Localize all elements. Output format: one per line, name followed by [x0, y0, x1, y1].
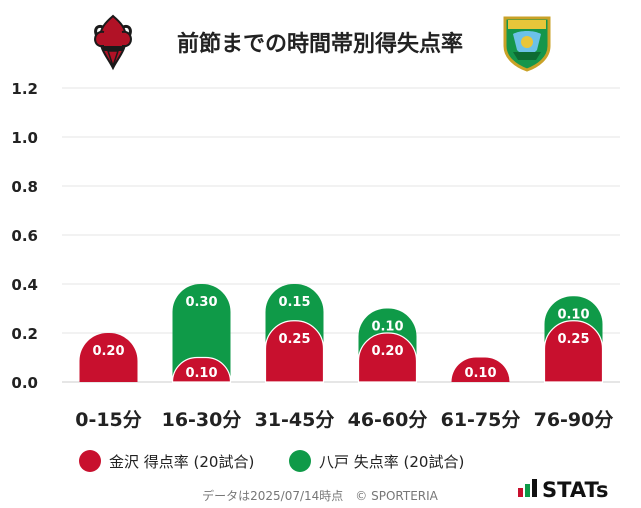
- x-tick-label: 76-90分: [534, 409, 614, 431]
- bar-hachinohe-16-30分: [172, 284, 231, 382]
- chart-title: 前節までの時間帯別得失点率: [177, 31, 463, 57]
- data-label-hachinohe: 0.10: [557, 307, 589, 322]
- legend: 金沢 得点率 (20試合) 八戸 失点率 (20試合): [79, 450, 464, 472]
- legend-swatch-kanazawa: [79, 450, 101, 472]
- data-label-hachinohe: 0.15: [278, 295, 310, 310]
- data-label-kanazawa: 0.25: [557, 332, 589, 347]
- bar-kanazawa-76-90分: [543, 320, 604, 383]
- bar-kanazawa-61-75分: [451, 357, 510, 382]
- x-tick-label: 61-75分: [441, 409, 521, 431]
- bar-kanazawa-0-15分: [79, 333, 138, 382]
- x-tick-label: 46-60分: [348, 409, 428, 431]
- y-tick-label: 0.0: [11, 374, 38, 392]
- data-label-kanazawa: 0.10: [185, 366, 217, 381]
- gridlines: [62, 87, 620, 383]
- y-axis-ticks: 0.0 0.2 0.4 0.6 0.8 1.0 1.2: [11, 80, 38, 392]
- y-tick-label: 0.2: [11, 325, 38, 343]
- bar-kanazawa-16-30分: [171, 356, 232, 383]
- bars: 0.20 0.30 0.10 0.15 0.25 0.10 0.20 0.10 0.10 0.25: [79, 284, 604, 383]
- brand-name: STATs: [542, 478, 608, 502]
- x-tick-label: 31-45分: [255, 409, 335, 431]
- bar-kanazawa-46-60分: [357, 332, 418, 383]
- data-label-kanazawa: 0.20: [92, 344, 124, 359]
- y-tick-label: 0.6: [11, 227, 38, 245]
- data-label-hachinohe: 0.10: [371, 320, 403, 335]
- hachinohe-emblem-icon: [503, 16, 551, 72]
- x-tick-label: 16-30分: [162, 409, 242, 431]
- legend-label-kanazawa: 金沢 得点率 (20試合): [109, 453, 254, 471]
- y-tick-label: 1.2: [11, 80, 38, 98]
- kanazawa-emblem-icon: [94, 14, 132, 71]
- x-tick-label: 0-15分: [75, 409, 142, 431]
- x-axis-ticks: 0-15分 16-30分 31-45分 46-60分 61-75分 76-90分: [75, 409, 613, 431]
- data-label-kanazawa: 0.20: [371, 344, 403, 359]
- y-tick-label: 0.4: [11, 276, 38, 294]
- legend-label-hachinohe: 八戸 失点率 (20試合): [319, 453, 464, 471]
- legend-swatch-hachinohe: [289, 450, 311, 472]
- y-tick-label: 0.8: [11, 178, 38, 196]
- data-label-kanazawa: 0.10: [464, 366, 496, 381]
- data-label-kanazawa: 0.25: [278, 332, 310, 347]
- footer-note: データは2025/07/14時点 © SPORTERIA: [202, 488, 439, 503]
- bar-kanazawa-31-45分: [264, 320, 325, 383]
- stats-logo-icon: [518, 479, 537, 497]
- data-label-hachinohe: 0.30: [185, 295, 217, 310]
- y-tick-label: 1.0: [11, 129, 38, 147]
